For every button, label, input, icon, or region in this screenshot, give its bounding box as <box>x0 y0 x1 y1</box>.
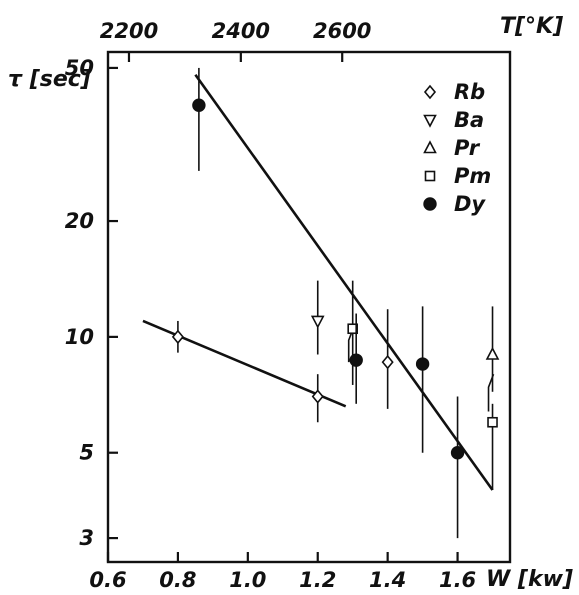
legend: Rb Ba Pr Pm Dy <box>423 80 491 216</box>
point-rb <box>311 389 324 404</box>
x-tick-label: 1.0 <box>229 568 266 592</box>
legend-label-pm: Pm <box>454 164 491 188</box>
top-x-tick-label: 2600 <box>313 19 371 43</box>
x-axis-label: W [kw] <box>486 567 573 592</box>
y-tick-label: 50 <box>65 56 94 80</box>
point-pm <box>347 323 358 335</box>
x-tick-label: 1.4 <box>369 568 406 592</box>
y-tick-label: 3 <box>79 526 94 550</box>
legend-marker-pr <box>423 140 437 154</box>
top-x-axis: 2200 2400 2600 <box>100 19 371 62</box>
point-ba <box>310 315 325 329</box>
point-dy <box>192 98 206 112</box>
fit-line-dy <box>194 73 494 491</box>
legend-label-rb: Rb <box>454 80 485 104</box>
y-tick-label: 20 <box>65 209 94 233</box>
point-dy <box>349 353 363 367</box>
top-axis-label: T[°K] <box>500 14 563 39</box>
legend-label-dy: Dy <box>454 192 486 216</box>
point-dy <box>450 446 465 460</box>
top-x-tick-label: 2200 <box>100 19 158 43</box>
data-points <box>171 67 500 539</box>
y-tick-label: 5 <box>79 441 94 465</box>
legend-label-ba: Ba <box>454 108 484 132</box>
x-tick-label: 1.2 <box>299 568 336 592</box>
point-dy <box>415 357 430 371</box>
x-tick-label: 0.6 <box>89 568 126 592</box>
point-rb <box>171 329 184 345</box>
y-axis: 3 5 10 20 50 <box>65 56 118 550</box>
legend-marker-rb <box>423 84 437 100</box>
plot-frame <box>106 50 512 564</box>
legend-marker-pm <box>424 170 436 182</box>
y-tick-label: 10 <box>65 325 94 349</box>
legend-marker-dy <box>423 197 437 211</box>
y-axis-label: τ [sec] <box>8 67 91 92</box>
top-x-tick-label: 2400 <box>212 19 270 43</box>
point-extra-rb <box>381 354 394 370</box>
x-axis: 0.6 0.8 1.0 1.2 1.4 1.6 <box>89 552 476 592</box>
point-pr <box>485 346 500 360</box>
x-tick-label: 0.8 <box>159 568 196 592</box>
x-tick-label: 1.6 <box>439 568 476 592</box>
point-pm <box>487 416 498 428</box>
legend-label-pr: Pr <box>454 136 481 160</box>
legend-marker-ba <box>423 114 437 128</box>
